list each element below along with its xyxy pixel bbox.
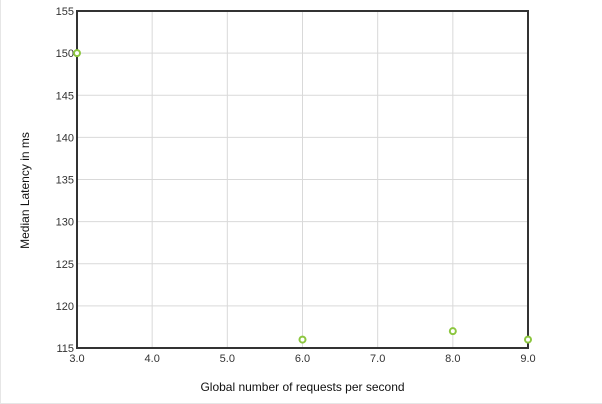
x-tick-label: 8.0 (445, 353, 460, 365)
y-tick-label: 130 (56, 217, 74, 229)
data-points (73, 49, 532, 344)
x-tick-label: 4.0 (145, 353, 160, 365)
y-axis-ticks: 115 120 125 130 135 140 145 150 155 (56, 6, 74, 355)
y-tick-label: 135 (56, 175, 74, 187)
x-axis-ticks: 3.0 4.0 5.0 6.0 7.0 8.0 9.0 (69, 353, 535, 365)
x-tick-label: 6.0 (295, 353, 310, 365)
y-tick-label: 115 (56, 343, 74, 355)
data-point (448, 327, 457, 336)
data-point (298, 335, 307, 344)
grid-lines (76, 10, 529, 349)
data-point (73, 49, 81, 58)
data-point (524, 335, 532, 344)
y-tick-label: 125 (56, 259, 74, 271)
y-tick-label: 140 (56, 132, 74, 144)
y-axis-label: Median Latency in ms (18, 132, 32, 249)
y-tick-label: 145 (56, 90, 74, 102)
x-tick-label: 7.0 (370, 353, 385, 365)
x-axis-label: Global number of requests per second (200, 380, 404, 394)
x-tick-label: 3.0 (69, 353, 84, 365)
x-tick-label: 9.0 (520, 353, 535, 365)
plot-area-frame (76, 10, 529, 349)
y-tick-label: 120 (56, 301, 74, 313)
x-tick-label: 5.0 (220, 353, 235, 365)
y-tick-label: 150 (56, 48, 74, 60)
y-tick-label: 155 (56, 6, 74, 18)
